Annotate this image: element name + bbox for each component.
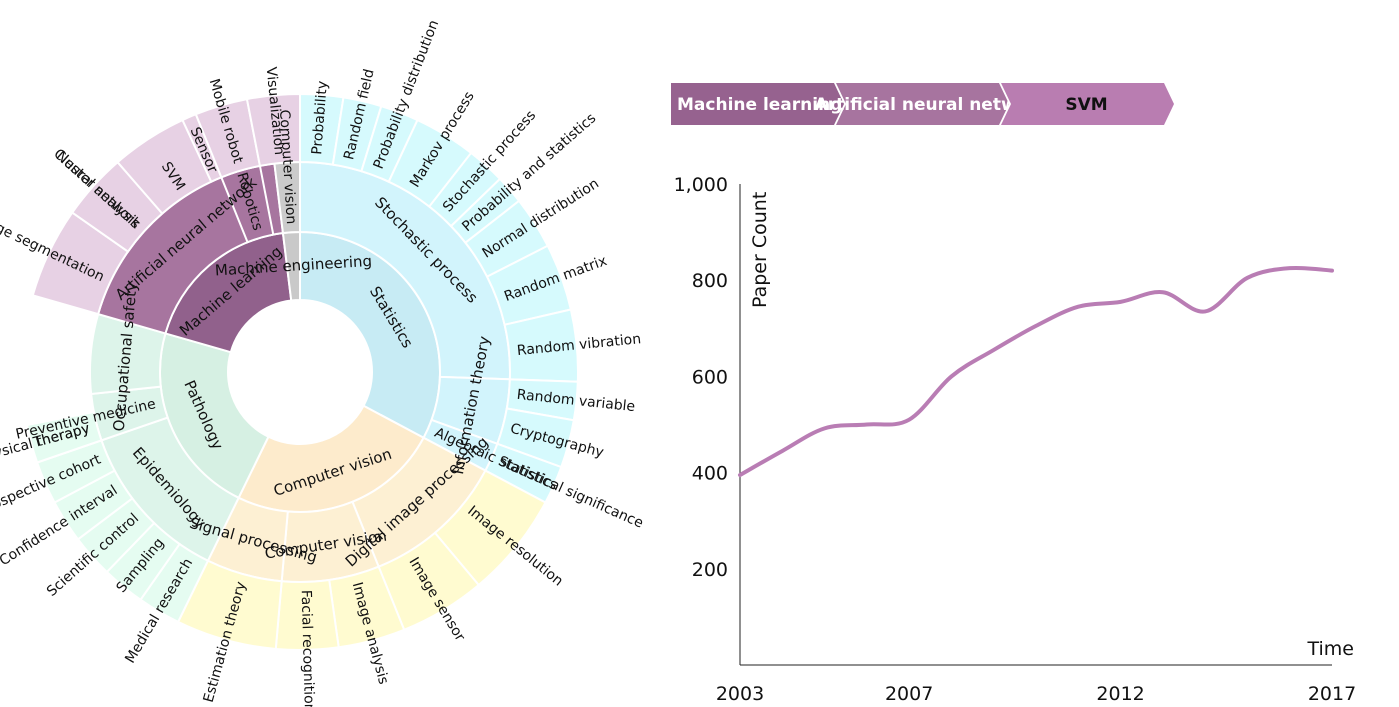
x-axis-label: Time	[1307, 638, 1355, 660]
arc-visualization[interactable]	[245, 92, 301, 168]
y-tick-label: 800	[692, 270, 728, 292]
y-tick-label: 200	[692, 559, 728, 581]
breadcrumb-item-artificial-neural-netwo[interactable]: Artificial neural netwo	[815, 83, 1029, 125]
breadcrumb-item-machine-learning[interactable]: Machine learning	[671, 83, 844, 125]
x-tick-label: 2007	[885, 683, 933, 705]
y-tick-label: 400	[692, 463, 728, 485]
x-tick-label: 2012	[1096, 683, 1144, 705]
y-tick-label: 1,000	[674, 174, 728, 196]
label-probability: Probability	[309, 80, 331, 155]
label-computer-vision: Computer vision	[276, 109, 299, 225]
x-tick-label: 2003	[716, 683, 764, 705]
arc-physical-therapy[interactable]	[25, 410, 103, 464]
label-facial-recognition: Facial recognition	[298, 590, 317, 707]
paper-count-line	[738, 265, 1334, 478]
y-tick-label: 600	[692, 366, 728, 388]
breadcrumb-label: Artificial neural netwo	[815, 95, 1029, 115]
breadcrumb-label: SVM	[1065, 95, 1107, 115]
line-chart: Paper Count Time 1,000 800 600 400 200 2003 20…	[674, 174, 1357, 705]
x-tick-label: 2017	[1308, 683, 1356, 705]
y-axis-label: Paper Count	[749, 192, 771, 308]
sunburst-arcs	[25, 92, 579, 651]
breadcrumb-label: Machine learning	[677, 95, 842, 115]
breadcrumb-item-svm[interactable]: SVM	[1001, 83, 1174, 125]
